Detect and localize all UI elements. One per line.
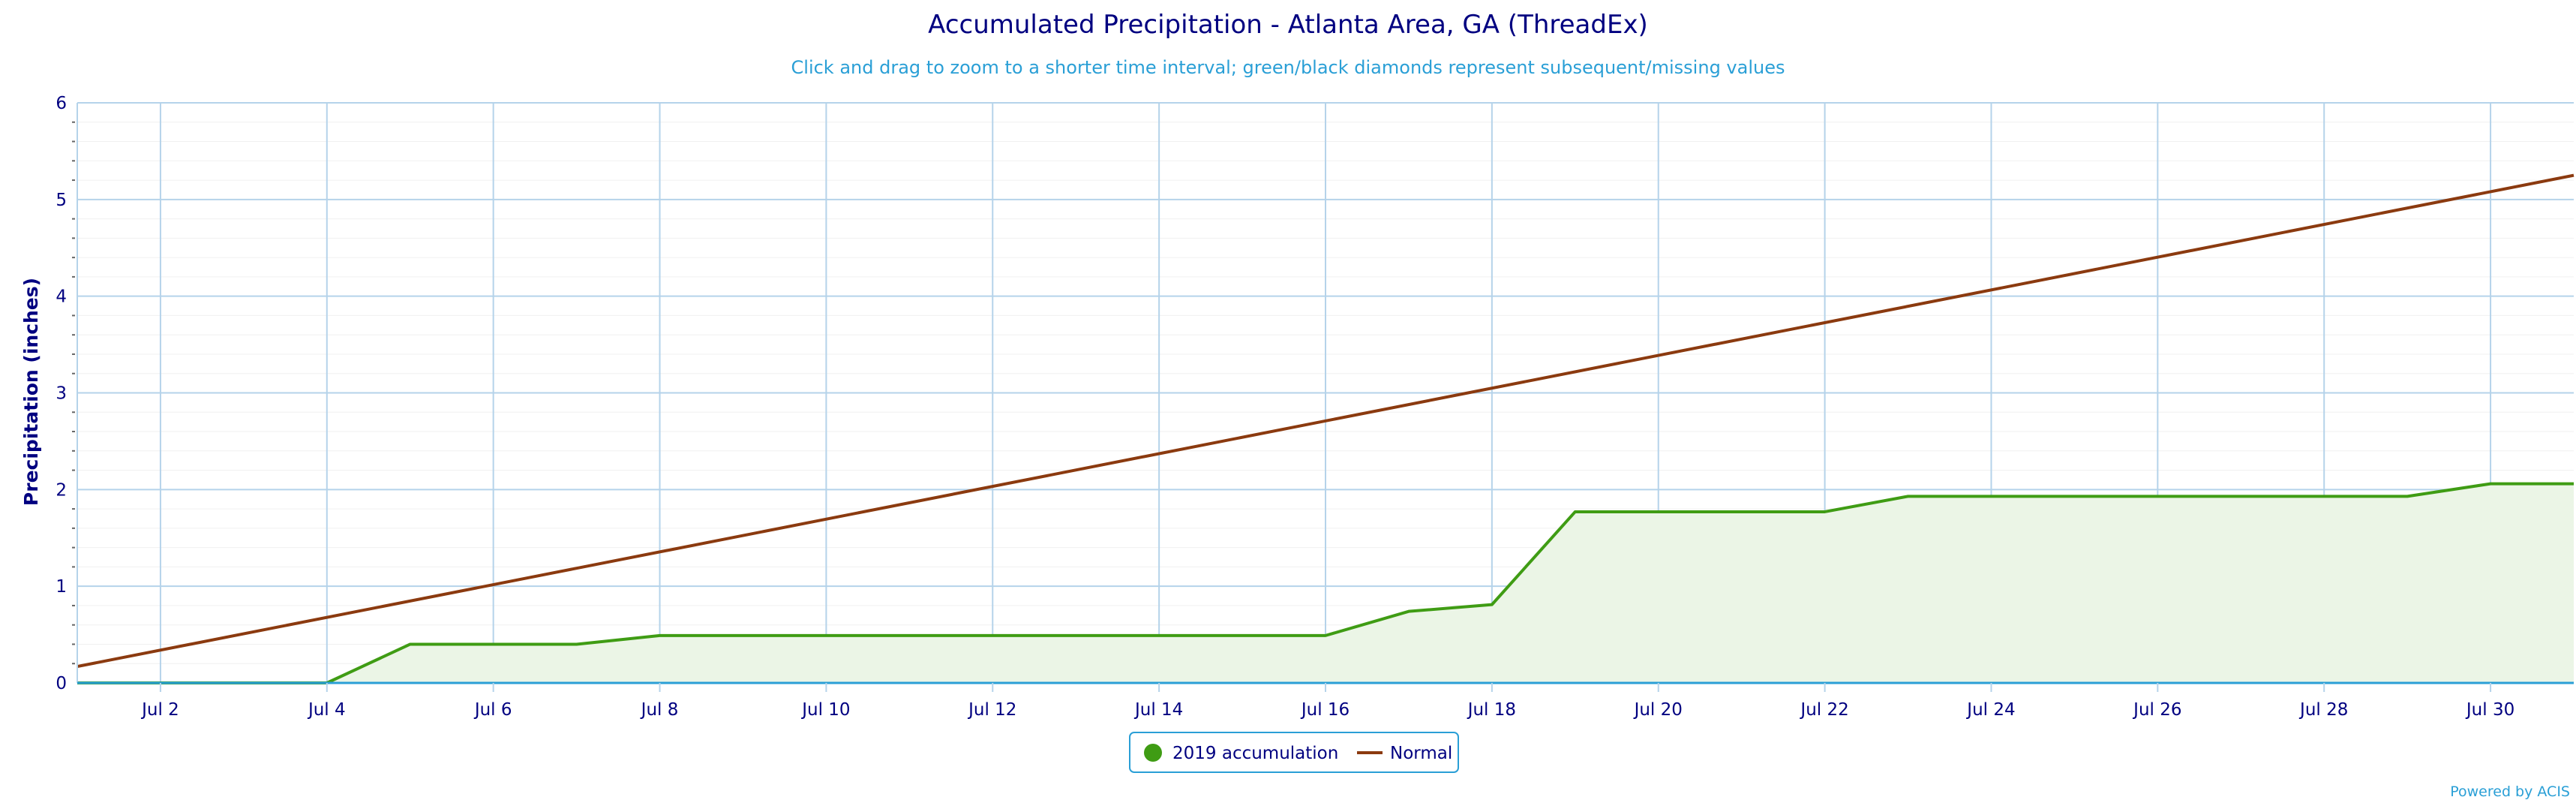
grid (77, 102, 2574, 684)
x-tick-label: Jul 4 (307, 700, 346, 720)
accumulation-area (77, 483, 2574, 683)
legend-item-normal[interactable]: Normal (1357, 744, 1452, 763)
x-tick-label: Jul 14 (1133, 700, 1183, 720)
x-tick-label: Jul 26 (2132, 700, 2181, 720)
y-tick-label: 2 (56, 480, 67, 500)
legend-box (1129, 732, 1459, 773)
x-tick-label: Jul 16 (1300, 700, 1350, 720)
x-tick-label: Jul 2 (140, 700, 179, 720)
x-tick-label: Jul 20 (1633, 700, 1683, 720)
x-tick-label: Jul 28 (2298, 700, 2348, 720)
accumulation-fill (77, 483, 2574, 683)
legend[interactable]: 2019 accumulation Normal (1129, 732, 1459, 773)
y-tick-label: 1 (56, 577, 67, 597)
chart-subtitle: Click and drag to zoom to a shorter time… (791, 57, 1785, 78)
x-tick-label: Jul 6 (473, 700, 512, 720)
x-tick-label: Jul 12 (967, 700, 1016, 720)
y-tick-label: 0 (56, 674, 67, 693)
y-tick-label: 6 (56, 94, 67, 113)
y-axis-title: Precipitation (inches) (20, 278, 42, 506)
y-tick-label: 3 (56, 384, 67, 404)
y-tick-label: 4 (56, 287, 67, 307)
legend-item-accumulation[interactable]: 2019 accumulation (1144, 744, 1338, 763)
y-tick-label: 5 (56, 191, 67, 210)
x-tick-label: Jul 8 (640, 700, 679, 720)
x-tick-label: Jul 30 (2465, 700, 2514, 720)
accumulation-line[interactable] (77, 482, 2574, 684)
legend-accumulation-label: 2019 accumulation (1172, 744, 1338, 763)
chart-title: Accumulated Precipitation - Atlanta Area… (928, 10, 1648, 40)
legend-accumulation-marker (1144, 744, 1162, 762)
series-lines (77, 173, 2574, 684)
x-tick-label: Jul 10 (800, 700, 850, 720)
axes: 0 1 2 3 4 5 6 Jul 2 Jul 4 Jul 6 Jul 8 Jul 10 Jul 12 J… (56, 94, 2574, 720)
powered-by-credit[interactable]: Powered by ACIS (2450, 783, 2570, 800)
x-tick-label: Jul 22 (1799, 700, 1848, 720)
x-tick-label: Jul 24 (1965, 700, 2015, 720)
normal-line[interactable] (77, 173, 2574, 669)
x-tick-label: Jul 18 (1467, 700, 1516, 720)
legend-normal-label: Normal (1390, 744, 1452, 763)
